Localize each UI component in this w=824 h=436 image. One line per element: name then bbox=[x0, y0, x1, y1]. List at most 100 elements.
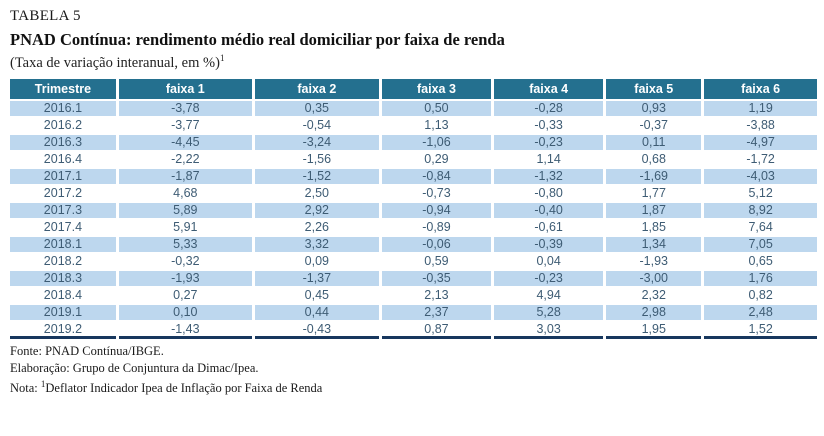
note-line: Nota: 1Deflator Indicador Ipea de Inflaç… bbox=[10, 376, 817, 397]
value-cell: -0,35 bbox=[378, 269, 493, 288]
column-header-faixa2: faixa 2 bbox=[251, 78, 381, 101]
value-cell: 7,64 bbox=[701, 218, 817, 237]
value-cell: 5,12 bbox=[701, 184, 817, 203]
value-cell: 1,77 bbox=[603, 184, 703, 203]
value-cell: -0,40 bbox=[491, 201, 605, 220]
value-cell: -0,89 bbox=[378, 218, 493, 237]
column-header-faixa5: faixa 5 bbox=[603, 78, 703, 101]
trimestre-cell: 2016.4 bbox=[10, 150, 118, 169]
column-header-faixa6: faixa 6 bbox=[701, 78, 817, 101]
trimestre-cell: 2017.2 bbox=[10, 184, 118, 203]
table-row: 2017.3 5,89 2,92 -0,94 -0,40 1,87 8,92 bbox=[10, 201, 817, 220]
table-header: Trimestre faixa 1 faixa 2 faixa 3 faixa … bbox=[10, 78, 817, 101]
column-header-faixa3: faixa 3 bbox=[378, 78, 493, 101]
value-cell: 2,32 bbox=[603, 286, 703, 305]
value-cell: 2,13 bbox=[378, 286, 493, 305]
value-cell: 0,09 bbox=[251, 252, 381, 271]
value-cell: -0,23 bbox=[491, 269, 605, 288]
value-cell: 5,28 bbox=[491, 303, 605, 322]
value-cell: -3,88 bbox=[701, 116, 817, 135]
trimestre-cell: 2018.1 bbox=[10, 235, 118, 254]
value-cell: -3,00 bbox=[603, 269, 703, 288]
data-table: Trimestre faixa 1 faixa 2 faixa 3 faixa … bbox=[10, 78, 817, 340]
value-cell: -0,39 bbox=[491, 235, 605, 254]
source-line: Fonte: PNAD Contínua/IBGE. bbox=[10, 344, 164, 359]
table-label: TABELA 5 bbox=[10, 8, 81, 24]
value-cell: -3,77 bbox=[115, 116, 254, 135]
subtitle-footnote-ref: 1 bbox=[219, 53, 225, 63]
trimestre-cell: 2018.3 bbox=[10, 269, 118, 288]
value-cell: 7,05 bbox=[701, 235, 817, 254]
value-cell: 0,27 bbox=[115, 286, 254, 305]
value-cell: 2,48 bbox=[701, 303, 817, 322]
table-row: 2018.1 5,33 3,32 -0,06 -0,39 1,34 7,05 bbox=[10, 235, 817, 254]
value-cell: -1,93 bbox=[603, 252, 703, 271]
table-row: 2017.1 -1,87 -1,52 -0,84 -1,32 -1,69 -4,03 bbox=[10, 167, 817, 186]
value-cell: -1,32 bbox=[491, 167, 605, 186]
value-cell: -0,28 bbox=[491, 99, 605, 118]
table-subtitle: (Taxa de variação interanual, em %)1 bbox=[10, 53, 817, 72]
value-cell: -0,54 bbox=[251, 116, 381, 135]
value-cell: -0,84 bbox=[378, 167, 493, 186]
value-cell: 3,03 bbox=[491, 320, 605, 339]
table-header-row: Trimestre faixa 1 faixa 2 faixa 3 faixa … bbox=[10, 78, 817, 101]
trimestre-cell: 2016.3 bbox=[10, 133, 118, 152]
value-cell: -0,06 bbox=[378, 235, 493, 254]
trimestre-cell: 2017.4 bbox=[10, 218, 118, 237]
value-cell: 0,44 bbox=[251, 303, 381, 322]
value-cell: 2,92 bbox=[251, 201, 381, 220]
value-cell: -0,37 bbox=[603, 116, 703, 135]
table-footer: Fonte: PNAD Contínua/IBGE. Elaboração: G… bbox=[10, 343, 817, 397]
value-cell: -1,37 bbox=[251, 269, 381, 288]
table-row: 2016.1 -3,78 0,35 0,50 -0,28 0,93 1,19 bbox=[10, 99, 817, 118]
value-cell: 0,29 bbox=[378, 150, 493, 169]
note-footnote-ref: 1 bbox=[40, 379, 46, 390]
trimestre-cell: 2018.4 bbox=[10, 286, 118, 305]
value-cell: -0,32 bbox=[115, 252, 254, 271]
value-cell: 1,76 bbox=[701, 269, 817, 288]
value-cell: -1,69 bbox=[603, 167, 703, 186]
column-header-trimestre: Trimestre bbox=[10, 78, 118, 101]
value-cell: -1,56 bbox=[251, 150, 381, 169]
column-header-faixa4: faixa 4 bbox=[491, 78, 605, 101]
value-cell: 1,19 bbox=[701, 99, 817, 118]
value-cell: 4,68 bbox=[115, 184, 254, 203]
value-cell: -4,97 bbox=[701, 133, 817, 152]
value-cell: 0,65 bbox=[701, 252, 817, 271]
value-cell: 5,89 bbox=[115, 201, 254, 220]
value-cell: 1,52 bbox=[701, 320, 817, 339]
value-cell: 0,04 bbox=[491, 252, 605, 271]
value-cell: 0,87 bbox=[378, 320, 493, 339]
table-row: 2016.2 -3,77 -0,54 1,13 -0,33 -0,37 -3,88 bbox=[10, 116, 817, 135]
value-cell: 1,95 bbox=[603, 320, 703, 339]
value-cell: 0,11 bbox=[603, 133, 703, 152]
table-title: PNAD Contínua: rendimento médio real dom… bbox=[10, 30, 505, 49]
value-cell: 0,68 bbox=[603, 150, 703, 169]
table-row: 2017.4 5,91 2,26 -0,89 -0,61 1,85 7,64 bbox=[10, 218, 817, 237]
value-cell: 3,32 bbox=[251, 235, 381, 254]
value-cell: 2,37 bbox=[378, 303, 493, 322]
value-cell: 0,35 bbox=[251, 99, 381, 118]
note-label: Nota: bbox=[10, 381, 41, 396]
value-cell: 5,91 bbox=[115, 218, 254, 237]
value-cell: 0,59 bbox=[378, 252, 493, 271]
value-cell: 8,92 bbox=[701, 201, 817, 220]
trimestre-cell: 2016.2 bbox=[10, 116, 118, 135]
note-text: Deflator Indicador Ipea de Inflação por … bbox=[45, 381, 323, 396]
table-row: 2019.1 0,10 0,44 2,37 5,28 2,98 2,48 bbox=[10, 303, 817, 322]
value-cell: -1,87 bbox=[115, 167, 254, 186]
elaboration-line: Elaboração: Grupo de Conjuntura da Dimac… bbox=[10, 360, 259, 375]
value-cell: -0,61 bbox=[491, 218, 605, 237]
value-cell: 4,94 bbox=[491, 286, 605, 305]
table-row: 2018.2 -0,32 0,09 0,59 0,04 -1,93 0,65 bbox=[10, 252, 817, 271]
table-row: 2017.2 4,68 2,50 -0,73 -0,80 1,77 5,12 bbox=[10, 184, 817, 203]
value-cell: -2,22 bbox=[115, 150, 254, 169]
value-cell: 5,33 bbox=[115, 235, 254, 254]
value-cell: -0,73 bbox=[378, 184, 493, 203]
value-cell: -3,24 bbox=[251, 133, 381, 152]
value-cell: -0,94 bbox=[378, 201, 493, 220]
value-cell: -1,93 bbox=[115, 269, 254, 288]
value-cell: 2,98 bbox=[603, 303, 703, 322]
table-row: 2018.3 -1,93 -1,37 -0,35 -0,23 -3,00 1,76 bbox=[10, 269, 817, 288]
table-row: 2019.2 -1,43 -0,43 0,87 3,03 1,95 1,52 bbox=[10, 320, 817, 339]
